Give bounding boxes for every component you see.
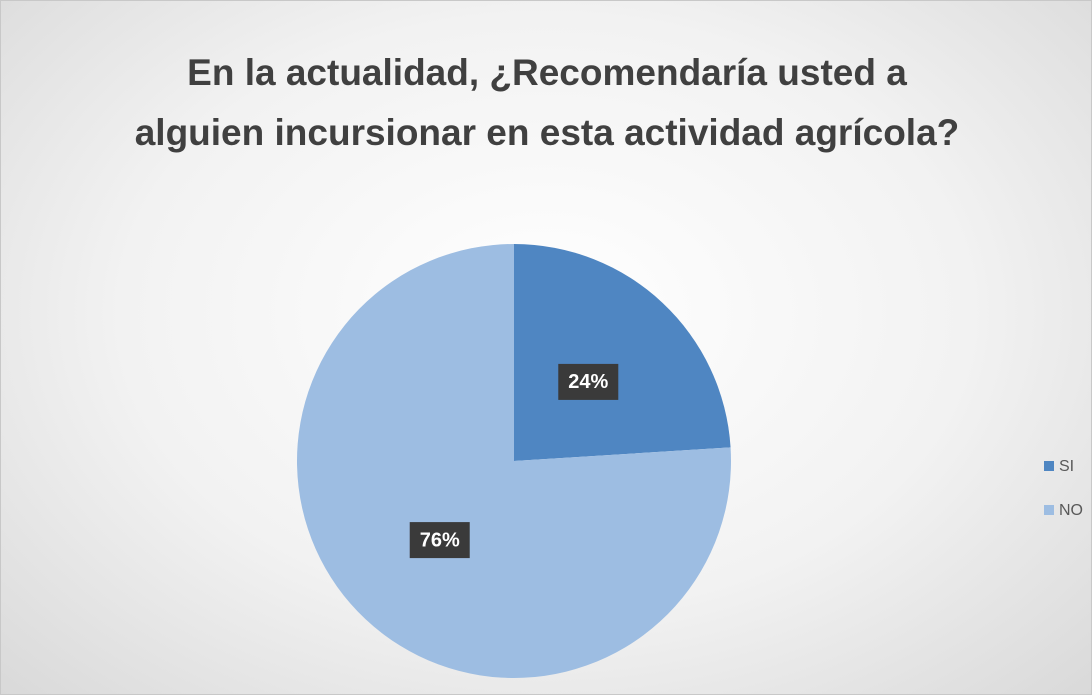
- title-box: En la actualidad, ¿Recomendaría usted a …: [1, 43, 1091, 163]
- data-label: 76%: [420, 529, 460, 551]
- legend-label: NO: [1059, 502, 1083, 519]
- data-label: 24%: [568, 371, 608, 393]
- legend-swatch: [1044, 461, 1054, 471]
- pie-slice: [514, 244, 731, 461]
- data-label-box: [558, 363, 619, 400]
- pie-slice: [296, 244, 731, 678]
- data-label-box: [409, 522, 470, 559]
- legend-label: SI: [1059, 458, 1074, 475]
- chart-title: En la actualidad, ¿Recomendaría usted a …: [134, 52, 960, 153]
- legend-swatch: [1044, 505, 1054, 515]
